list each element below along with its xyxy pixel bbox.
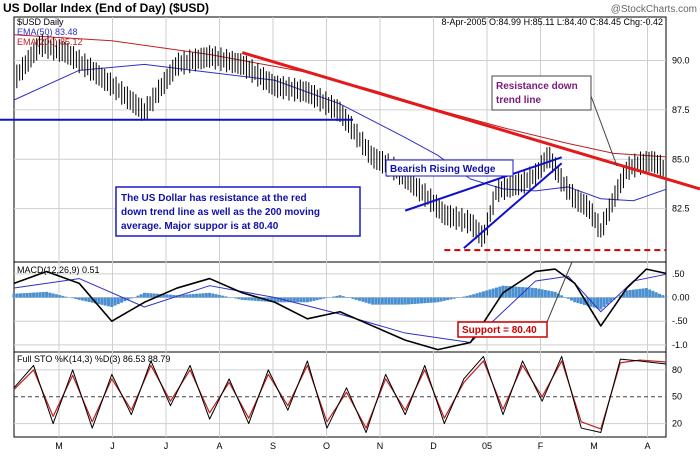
ema200-label: EMA(200) 85.12	[17, 37, 83, 47]
wedge-lower-line	[463, 162, 563, 249]
macd-y-tick-label: 0.00	[672, 293, 690, 303]
price-ema50-line	[13, 63, 667, 202]
x-tick-label: D	[430, 441, 437, 451]
x-tick-label: S	[270, 441, 276, 451]
x-tick-label: A	[644, 441, 650, 451]
wedge-upper-line	[404, 156, 563, 212]
wedge-label: Bearish Rising Wedge	[390, 164, 496, 175]
sto-k-line	[13, 355, 667, 434]
symbol-label: $USD Daily	[17, 17, 64, 27]
x-tick-label: O	[323, 441, 330, 451]
price-y-tick-label: 87.5	[672, 105, 690, 115]
commentary-line2: down trend line as well as the 200 movin…	[121, 207, 320, 218]
resistance-note-box	[491, 75, 592, 111]
x-tick-label: J	[164, 441, 169, 451]
x-tick-label: 05	[482, 441, 492, 451]
x-tick-label: M	[590, 441, 598, 451]
resistance-trend-line	[241, 51, 700, 191]
sto-y-tick-label: 20	[672, 419, 682, 429]
macd-macd-line	[13, 268, 667, 351]
sto-label: Full STO %K(14,3) %D(3) 86.53 88.79	[17, 354, 170, 364]
x-tick-label: F	[538, 441, 544, 451]
wedge-label-box	[385, 159, 514, 177]
sto-layer	[13, 355, 667, 434]
resistance-note-pointer	[590, 95, 618, 167]
macd-panel	[13, 261, 667, 353]
commentary-line3: average. Major suppor is at 80.40	[121, 221, 279, 232]
support-note-box	[457, 321, 548, 338]
resistance-note-line2: trend line	[496, 95, 541, 106]
axis-labels: M J J A S O N D 05 F M A 82.5 85.0 87.5 90.0 .50 0.00 -.50…	[55, 55, 689, 451]
support-note-label: Support = 80.40	[462, 325, 537, 336]
macd-label: MACD(12,26,9) 0.51	[17, 265, 100, 275]
macd-y-tick-label: -.50	[672, 316, 688, 326]
support-note-pointer	[546, 261, 573, 323]
sto-y-tick-label: 80	[672, 365, 682, 375]
price-y-tick-label: 85.0	[672, 154, 690, 164]
quote-label: 8-Apr-2005 O:84.99 H:85.11 L:84.40 C:84.…	[442, 17, 663, 27]
macd-y-tick-label: .50	[672, 269, 685, 279]
x-tick-label: M	[55, 441, 63, 451]
macd-signal-line	[13, 273, 667, 344]
price-y-tick-label: 90.0	[672, 55, 690, 65]
x-tick-label: N	[377, 441, 384, 451]
sto-panel	[13, 351, 667, 438]
commentary-box	[115, 186, 361, 237]
commentary-line1: The US Dollar has resistance at the red	[121, 193, 307, 204]
price-y-tick-label: 82.5	[672, 204, 690, 214]
chart-title: US Dollar Index (End of Day) ($USD)	[3, 1, 209, 15]
macd-layer	[12, 268, 668, 351]
x-tick-label: J	[110, 441, 115, 451]
ema50-label: EMA(50) 83.48	[17, 27, 78, 37]
price-layer	[0, 33, 700, 252]
watermark: @StockCharts.com	[611, 4, 697, 15]
x-tick-label: A	[216, 441, 222, 451]
resistance-note-line1: Resistance down	[496, 81, 578, 92]
sto-y-tick-label: 50	[672, 392, 682, 402]
macd-y-tick-label: -1.0	[672, 340, 688, 350]
